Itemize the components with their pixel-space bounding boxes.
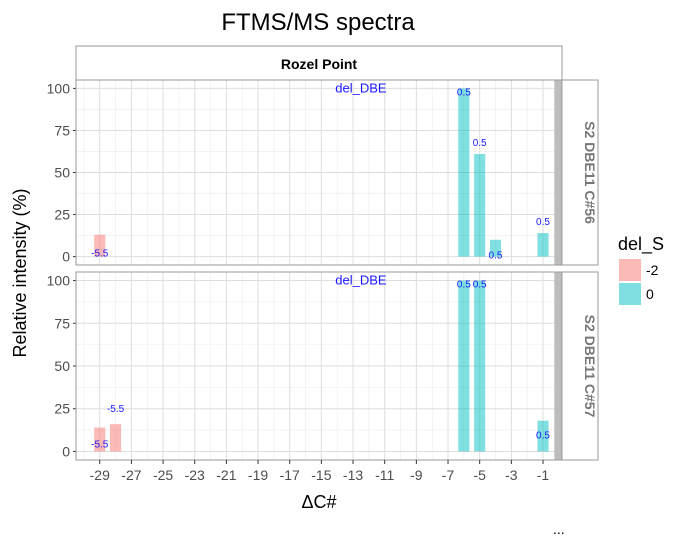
bar: [458, 88, 470, 257]
y-tick-label: 50: [54, 358, 70, 374]
chart-title: FTMS/MS spectra: [221, 9, 415, 36]
y-tick-label: 100: [47, 273, 71, 289]
facet-row-strip: [561, 79, 599, 266]
x-tick-label: -11: [375, 467, 394, 483]
bar: [94, 427, 106, 452]
y-tick-label: 100: [47, 80, 71, 96]
x-tick-label: -7: [442, 467, 455, 483]
bar-label: 0.5: [473, 138, 487, 149]
x-tick-label: -29: [90, 467, 110, 483]
bar-label: -5.5: [91, 439, 109, 450]
y-tick-label: 25: [54, 207, 70, 223]
bar: [474, 154, 486, 257]
facet-row-strip: [561, 271, 599, 461]
x-tick-label: -23: [185, 467, 205, 483]
bar-label: 0.5: [536, 431, 550, 442]
bar: [489, 239, 502, 257]
y-tick-label: 0: [62, 249, 70, 265]
legend-label: -2: [646, 262, 659, 278]
bar-label: -5.5: [107, 404, 125, 415]
bar-label: 0.5: [457, 87, 471, 98]
x-axis-title: ΔC#: [301, 492, 336, 512]
facet-row-label: S2 DBE11 C#56: [582, 121, 598, 224]
bar: [537, 420, 549, 452]
x-tick-label: -19: [248, 467, 268, 483]
highlight-column: [554, 272, 564, 460]
y-tick-label: 0: [62, 443, 70, 459]
x-tick-label: -17: [280, 467, 300, 483]
facet-column-label: Rozel Point: [281, 56, 358, 72]
highlight-column: [554, 80, 564, 265]
legend-key: [619, 259, 641, 281]
y-tick-label: 75: [54, 315, 70, 331]
facet-column-strip: [75, 45, 563, 81]
bar-label: 0.5: [473, 280, 487, 291]
bar: [110, 424, 122, 452]
bar: [94, 234, 106, 257]
x-tick-label: -5: [473, 467, 486, 483]
x-tick-label: -13: [343, 467, 363, 483]
panel-annotation: del_DBE: [335, 80, 387, 95]
y-tick-label: 50: [54, 165, 70, 181]
facet-panel: -5.5 0.5 0.5 0.5 0.5 del_DBE 0 25 50 75 100 S2 DBE1…: [47, 79, 599, 266]
x-axis: -29 -27 -25 -23 -21 -19 -17 -15 -13 -11 -9 -7 -5 -3 -1: [90, 460, 550, 483]
x-tick-label: -9: [410, 467, 423, 483]
legend-label: 0: [646, 286, 654, 302]
bar-label: 0.5: [536, 217, 550, 228]
y-tick-label: 75: [54, 122, 70, 138]
panel-annotation: del_DBE: [335, 273, 387, 288]
facet-row-label: S2 DBE11 C#57: [582, 315, 598, 418]
x-tick-label: -25: [153, 467, 173, 483]
x-tick-label: -27: [121, 467, 141, 483]
footnote: ...: [553, 521, 565, 537]
x-tick-label: -21: [216, 467, 236, 483]
x-tick-label: -3: [505, 467, 518, 483]
bar-label: -5.5: [91, 249, 109, 260]
legend-title: del_S: [618, 234, 664, 255]
legend: del_S -2 0: [618, 234, 664, 305]
bar-label: 0.5: [457, 280, 471, 291]
bar-label: 0.5: [489, 251, 503, 262]
x-tick-label: -15: [311, 467, 331, 483]
bar: [474, 280, 486, 452]
x-tick-label: -1: [537, 467, 550, 483]
bar: [458, 280, 470, 452]
y-tick-label: 25: [54, 401, 70, 417]
legend-key: [619, 283, 641, 305]
y-axis-title: Relative intensity (%): [10, 188, 30, 357]
bar: [537, 233, 549, 257]
